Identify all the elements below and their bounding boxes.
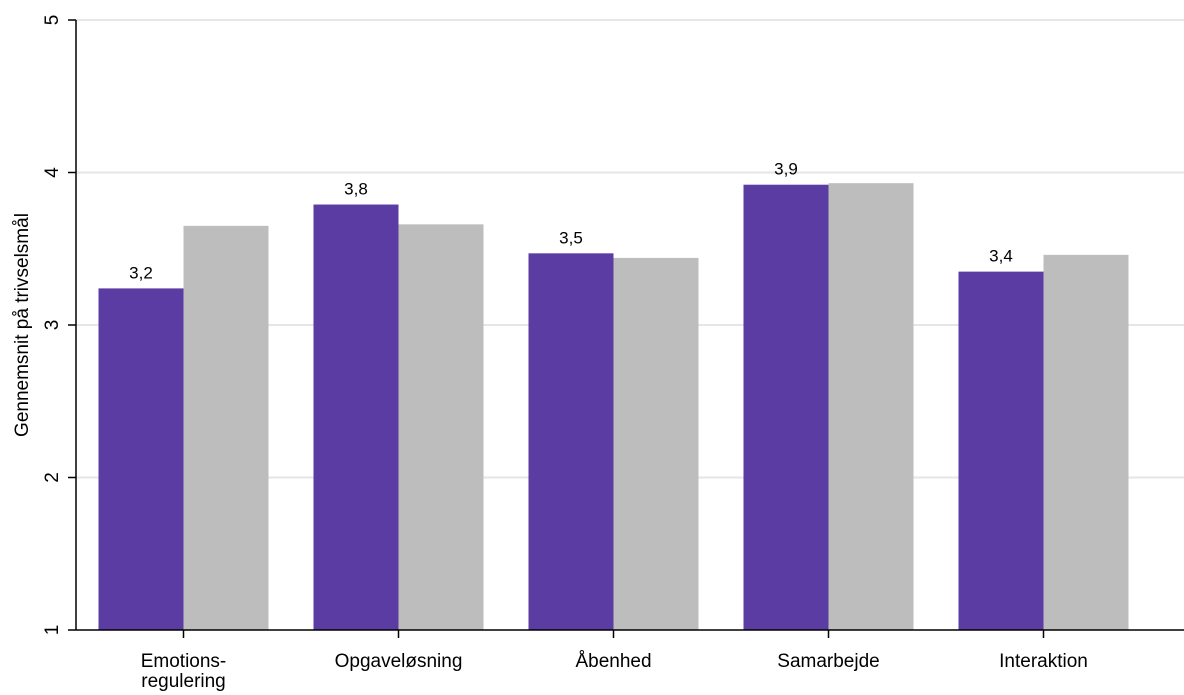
y-tick-label: 1 xyxy=(42,625,63,636)
bar-value-label: 3,5 xyxy=(559,228,583,247)
bar-primary xyxy=(743,184,829,630)
bars xyxy=(98,183,1129,631)
y-tick-label: 5 xyxy=(42,15,63,26)
category-label: Interaktion xyxy=(999,651,1088,672)
y-axis-title: Gennemsnit på trivselsmål xyxy=(12,213,33,437)
y-tick-label: 3 xyxy=(42,320,63,331)
category-label: Emotions- xyxy=(141,651,227,672)
bar-primary xyxy=(958,271,1044,630)
category-label: regulering xyxy=(141,671,226,692)
data-labels: 3,2 3,8 3,5 3,9 3,4 xyxy=(129,160,1013,283)
bar-primary xyxy=(313,204,399,630)
bar-secondary xyxy=(613,257,699,630)
bar-secondary xyxy=(1043,254,1129,630)
bar-value-label: 3,9 xyxy=(774,160,798,179)
bar-secondary xyxy=(183,225,269,630)
bar-value-label: 3,8 xyxy=(344,180,368,199)
y-tick-label: 4 xyxy=(42,167,63,178)
bar-secondary xyxy=(828,183,914,631)
bar-primary xyxy=(98,288,184,630)
y-tick-label: 2 xyxy=(42,472,63,483)
bar-value-label: 3,4 xyxy=(989,247,1013,266)
bar-primary xyxy=(528,253,614,630)
bar-secondary xyxy=(398,224,484,630)
category-label: Åbenhed xyxy=(575,651,651,672)
axes: 1 2 3 4 5 Emotions-regulering Opgaveløsning Åbe… xyxy=(42,15,1184,692)
bar-value-label: 3,2 xyxy=(129,263,153,282)
category-label: Samarbejde xyxy=(777,651,879,672)
category-label: Opgaveløsning xyxy=(335,651,463,672)
